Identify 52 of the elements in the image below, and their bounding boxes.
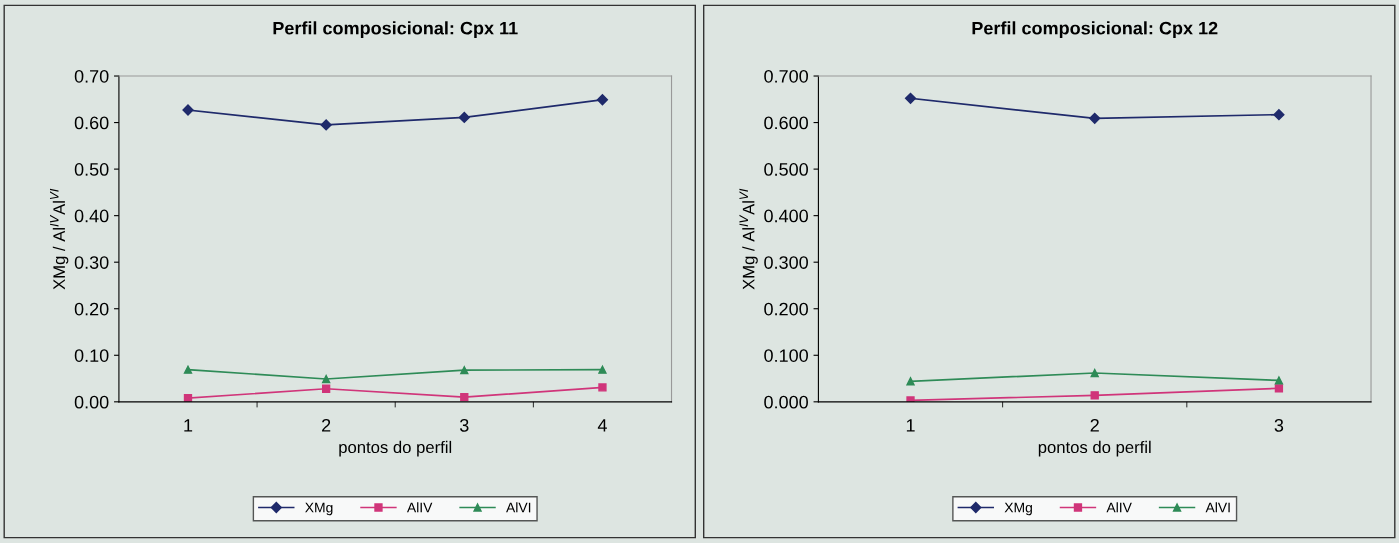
x-tick-label: 1 <box>184 419 193 432</box>
y-tick-label: 0.50 <box>74 163 109 176</box>
point <box>906 377 915 386</box>
chart-title: Perfil composicional: Cpx 11 <box>273 21 518 39</box>
legend-label: XMg <box>305 502 333 516</box>
point <box>1089 112 1101 124</box>
legend-label: AlIV <box>406 502 433 513</box>
y-axis-title: XMg / Al$^{IV}$Al$^{VI}$ <box>739 188 758 290</box>
x-tick-label: 3 <box>459 418 469 432</box>
point <box>598 383 607 392</box>
y-tick-label: 0.600 <box>764 116 808 130</box>
y-tick-label: 0.100 <box>764 349 808 362</box>
legend-label: XMg <box>1004 502 1032 516</box>
x-tick-label: 4 <box>597 419 607 432</box>
point <box>1274 376 1284 385</box>
point <box>460 366 469 375</box>
y-tick-label: 0.30 <box>74 256 109 269</box>
point <box>596 94 609 106</box>
y-tick-label: 0.70 <box>74 69 109 83</box>
y-tick-label: 0.60 <box>74 116 109 130</box>
x-tick-label: 3 <box>1274 418 1284 432</box>
point <box>321 374 331 384</box>
y-tick-label: 0.00 <box>74 395 109 409</box>
point <box>1090 391 1099 400</box>
point <box>1090 368 1099 378</box>
x-axis-title: pontos do perfil <box>1038 440 1151 457</box>
x-axis-title: pontos do perfil <box>339 440 452 457</box>
y-tick-label: 0.400 <box>764 209 808 223</box>
x-tick-label: 2 <box>1090 418 1099 432</box>
x-tick-label: 2 <box>322 418 331 432</box>
y-axis-title: XMg / Al$^{IV}$Al$^{VI}$ <box>50 188 69 290</box>
legend-label: AlVI <box>1205 502 1230 513</box>
y-tick-label: 0.700 <box>764 69 808 83</box>
y-tick-label: 0.200 <box>764 302 808 316</box>
point <box>904 92 917 104</box>
y-tick-label: 0.10 <box>74 349 109 362</box>
y-tick-label: 0.000 <box>764 395 808 409</box>
y-tick-label: 0.40 <box>74 209 109 223</box>
point <box>183 365 193 374</box>
point <box>460 392 469 402</box>
y-tick-label: 0.20 <box>74 302 109 316</box>
chart-title: Perfil composicional: Cpx 12 <box>972 21 1218 39</box>
legend-label: AlIV <box>1106 502 1132 513</box>
x-tick-label: 1 <box>906 419 915 432</box>
y-tick-label: 0.500 <box>764 163 808 176</box>
point <box>598 365 607 374</box>
point <box>458 111 470 124</box>
y-tick-label: 0.300 <box>764 256 808 269</box>
point <box>321 384 331 393</box>
point <box>320 119 332 131</box>
legend-label: AlVI <box>506 502 531 513</box>
point <box>1273 109 1285 121</box>
